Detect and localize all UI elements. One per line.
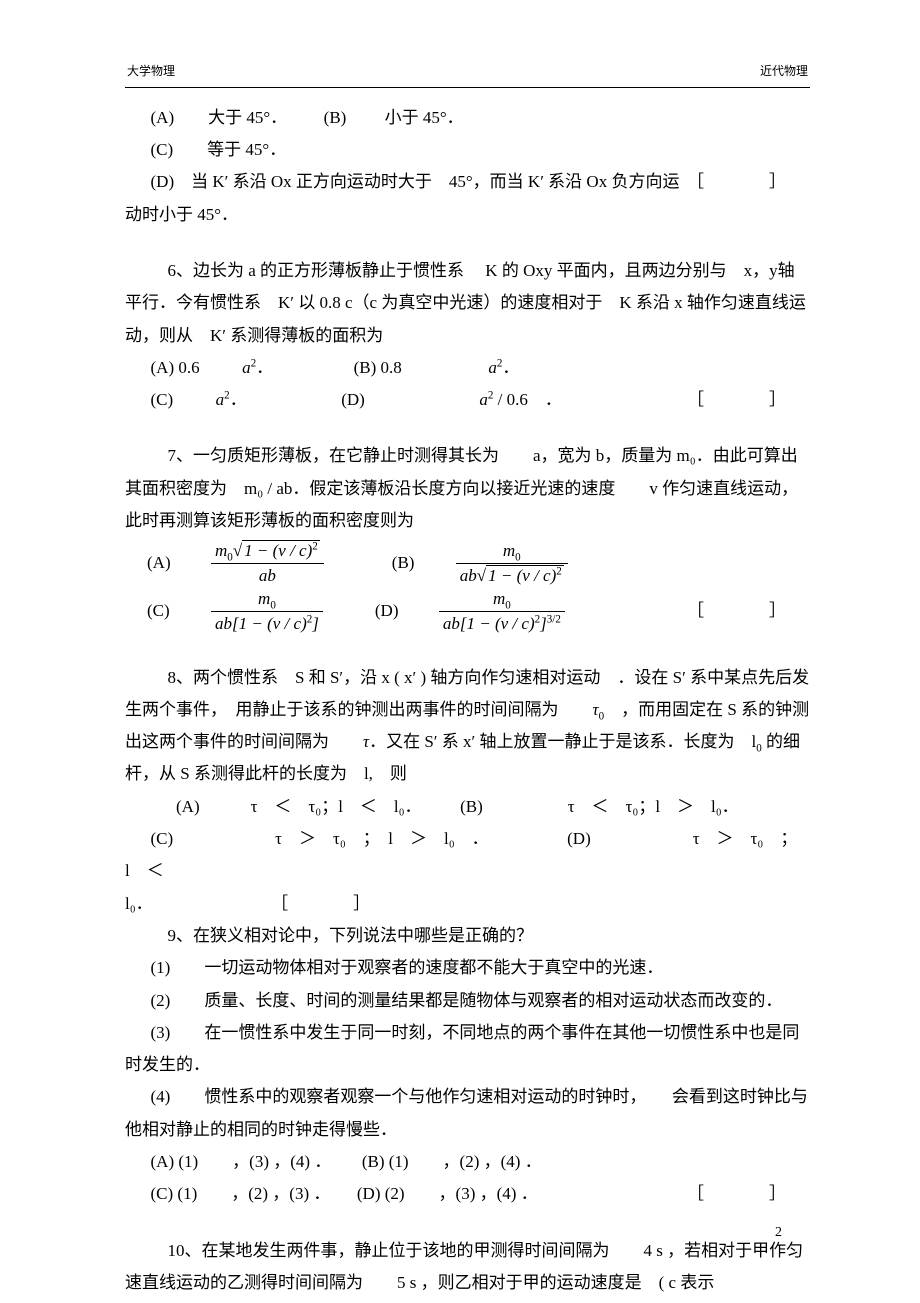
q7-C-sub: 0 (270, 600, 276, 612)
q5-optC: (C) 等于 45°． (125, 134, 810, 166)
q7-B-rad: 1 − (v / c) (488, 566, 556, 585)
q10-text: 10、在某地发生两件事，静止位于该地的甲测得时间间隔为 4 s ，若相对于甲作匀… (125, 1235, 810, 1300)
q7-fracB: m0 ab 1 − (v / c)2 (456, 541, 568, 585)
q9-s4: (4) 惯性系中的观察者观察一个与他作匀速相对运动的时钟时， 会看到这时钟比与他… (125, 1081, 810, 1146)
q7-lblD: (D) (353, 595, 437, 627)
q7-A-rad: 1 − (v / c) (244, 541, 312, 560)
q9-optB: (B) (1) ，(2) ，(4) ． (362, 1152, 542, 1171)
q8-text: 8、两个惯性系 S 和 S′，沿 x ( x′ ) 轴方向作匀速相对运动 ．设在… (125, 662, 810, 791)
q6-optD3: / 0.6 ． (493, 390, 561, 409)
q8-opts-line3: l₀． ［ ］ (125, 888, 810, 920)
q6-text: 6、边长为 a 的正方形薄板静止于惯性系 K 的 Oxy 平面内，且两边分别与 … (125, 255, 810, 352)
q9-s2: (2) 质量、长度、时间的测量结果都是随物体与观察者的相对运动状态而改变的． (125, 985, 810, 1017)
page-header: 大学物理 近代物理 (125, 60, 810, 88)
q9-s1: (1) 一切运动物体相对于观察者的速度都不能大于真空中的光速． (125, 952, 810, 984)
q6-optB-a: a (488, 358, 497, 377)
q8-optD2: l₀． (125, 894, 153, 913)
answer-bracket-7: ［ ］ (687, 595, 810, 627)
q6-optA-a: a (242, 358, 251, 377)
q6-optC1: (C) (151, 390, 174, 409)
q7-A-exp: 2 (312, 541, 318, 553)
q7-text: 7、一匀质矩形薄板，在它静止时测得其长为 a，宽为 b，质量为 m₀．由此可算出… (125, 440, 810, 537)
q5-optD-row: ［ ］ (D) 当 K′ 系沿 Ox 正方向运动时大于 45°，而当 K′ 系沿… (125, 166, 810, 231)
q9-title: 9、在狭义相对论中，下列说法中哪些是正确的？ (125, 920, 810, 952)
q6-opts-line2: ［ ］ (C) a2． (D) a2 / 0.6 ． (125, 384, 810, 416)
q7-fracC: m0 ab[1 − (v / c)2] (211, 589, 323, 633)
q5-opts-line1: (A) 大于 45°． (B) 小于 45°． (125, 102, 810, 134)
q7-C-d1: ab[1 − (v / c) (215, 614, 307, 633)
answer-bracket-6: ［ ］ (662, 384, 811, 416)
q6-optD-a: a (479, 390, 488, 409)
q7-D-e2: 3/2 (547, 613, 561, 625)
q5-optA: (A) 大于 45°． (151, 108, 288, 127)
header-right: 近代物理 (760, 60, 808, 83)
q7-C-m: m (258, 589, 270, 608)
q6-optD1: (D) (341, 390, 365, 409)
q9-optC: (C) (1) ，(2) ，(3) ． (151, 1184, 331, 1203)
q7-B-m: m (503, 541, 515, 560)
q5-optD: (D) 当 K′ 系沿 Ox 正方向运动时大于 45°，而当 K′ 系沿 Ox … (125, 172, 679, 223)
q8-optB: (B) τ ＜ τ₀；l ＞ l₀． (460, 797, 739, 816)
q8-t3: ．又在 S′ 系 x′ 轴上放置一静止于是该系．长度为 l (369, 732, 756, 751)
q6-optC-a: a (216, 390, 225, 409)
q8-optA: (A) τ ＜ τ₀；l ＜ l₀． (176, 797, 422, 816)
q6-optC3: ． (230, 390, 247, 409)
answer-bracket-9: ［ ］ (662, 1178, 811, 1210)
q6-optA3: ． (256, 358, 273, 377)
q8-optC: (C) τ ＞ τ₀ ； l ＞ l₀ ． (151, 829, 489, 848)
q7-options: (A) m01 − (v / c)2 ab (B) m0 ab1 − (v / … (125, 541, 810, 633)
q7-lblC: (C) (125, 595, 209, 627)
q7-A-m: m (215, 541, 227, 560)
q9-opts-line1: (A) (1) ，(3) ，(4) ． (B) (1) ，(2) ，(4) ． (125, 1146, 810, 1178)
q9-s3: (3) 在一惯性系中发生于同一时刻，不同地点的两个事件在其他一切惯性系中也是同时… (125, 1017, 810, 1082)
header-left: 大学物理 (127, 60, 175, 83)
q7-B-sub: 0 (515, 552, 521, 564)
q7-D-d2: ] (540, 614, 547, 633)
q7-B-exp: 2 (556, 565, 562, 577)
q7-lblA: (A) (125, 547, 209, 579)
q6-optA1: (A) 0.6 (151, 358, 200, 377)
q8-opts-line1: (A) τ ＜ τ₀；l ＜ l₀． (B) τ ＜ τ₀；l ＞ l₀． (125, 791, 810, 823)
answer-bracket-5: ［ ］ (687, 166, 810, 198)
answer-bracket-8: ［ ］ (271, 894, 394, 913)
q7-lblB: (B) (370, 547, 454, 579)
q7-A-den: ab (211, 564, 324, 586)
q7-B-ab: ab (460, 566, 477, 585)
q7-C-d2: ] (312, 614, 319, 633)
q6-optB3: ． (502, 358, 519, 377)
q9-optD: (D) (2) ，(3) ，(4) ． (357, 1184, 538, 1203)
q7-fracA: m01 − (v / c)2 ab (211, 541, 324, 585)
page-number: 2 (775, 1220, 782, 1247)
q7-D-sub: 0 (505, 600, 511, 612)
q9-optA: (A) (1) ，(3) ，(4) ． (151, 1152, 332, 1171)
q7-fracD: m0 ab[1 − (v / c)2]3/2 (439, 589, 565, 633)
q5-optB: (B) 小于 45°． (324, 108, 464, 127)
q6-optB1: (B) 0.8 (354, 358, 402, 377)
q7-D-d1: ab[1 − (v / c) (443, 614, 535, 633)
q6-opts-line1: (A) 0.6 a2． (B) 0.8 a2． (125, 352, 810, 384)
q8-opts-line2: (C) τ ＞ τ₀ ； l ＞ l₀ ． (D) τ ＞ τ₀ ； l ＜ (125, 823, 810, 888)
q9-opts-line2: ［ ］ (C) (1) ，(2) ，(3) ． (D) (2) ，(3) ，(4… (125, 1178, 810, 1210)
q7-D-m: m (493, 589, 505, 608)
